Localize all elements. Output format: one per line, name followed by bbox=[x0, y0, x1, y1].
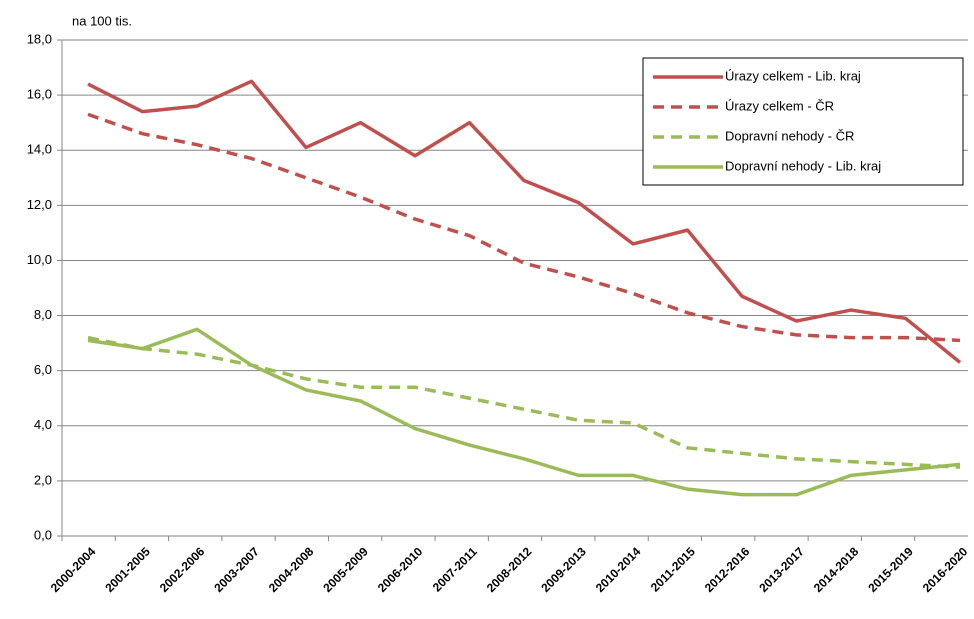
legend-label: Úrazy celkem - ČR bbox=[725, 98, 834, 113]
x-tick-label: 2015-2019 bbox=[865, 544, 916, 595]
legend-label: Úrazy celkem - Lib. kraj bbox=[725, 68, 861, 83]
x-tick-label: 2004-2008 bbox=[266, 544, 317, 595]
series-line bbox=[87, 327, 961, 497]
x-tick-label: 2014-2018 bbox=[811, 544, 862, 595]
x-tick-label: 2010-2014 bbox=[593, 544, 644, 595]
y-axis-unit: na 100 tis. bbox=[72, 13, 132, 28]
series-line bbox=[87, 79, 962, 364]
legend-label: Dopravní nehody - ČR bbox=[725, 128, 854, 143]
y-tick-label: 8,0 bbox=[34, 307, 52, 322]
x-tick-label: 2005-2009 bbox=[320, 544, 371, 595]
x-tick-label: 2003-2007 bbox=[211, 544, 262, 595]
y-tick-label: 18,0 bbox=[27, 31, 52, 46]
x-tick-label: 2006-2010 bbox=[375, 544, 426, 595]
x-tick-label: 2000-2004 bbox=[48, 544, 99, 595]
y-tick-label: 16,0 bbox=[27, 87, 52, 102]
series-line bbox=[87, 335, 961, 469]
x-tick-label: 2001-2005 bbox=[102, 544, 153, 595]
x-tick-label: 2011-2015 bbox=[648, 544, 698, 594]
x-tick-label: 2007-2011 bbox=[430, 544, 480, 594]
y-tick-label: 4,0 bbox=[34, 417, 52, 432]
x-tick-label: 2013-2017 bbox=[756, 544, 807, 595]
y-tick-label: 0,0 bbox=[34, 527, 52, 542]
x-tick-label: 2009-2013 bbox=[538, 544, 589, 595]
y-tick-label: 2,0 bbox=[34, 472, 52, 487]
legend-box bbox=[642, 57, 964, 186]
y-tick-label: 10,0 bbox=[27, 252, 52, 267]
y-tick-label: 12,0 bbox=[27, 197, 52, 212]
x-tick-label: 2016-2020 bbox=[920, 544, 971, 595]
series-line bbox=[87, 112, 961, 343]
y-tick-label: 14,0 bbox=[27, 142, 52, 157]
legend-label: Dopravní nehody - Lib. kraj bbox=[725, 158, 881, 173]
y-tick-label: 6,0 bbox=[34, 362, 52, 377]
x-tick-label: 2012-2016 bbox=[702, 544, 753, 595]
x-tick-label: 2002-2006 bbox=[157, 544, 208, 595]
x-tick-label: 2008-2012 bbox=[484, 544, 535, 595]
